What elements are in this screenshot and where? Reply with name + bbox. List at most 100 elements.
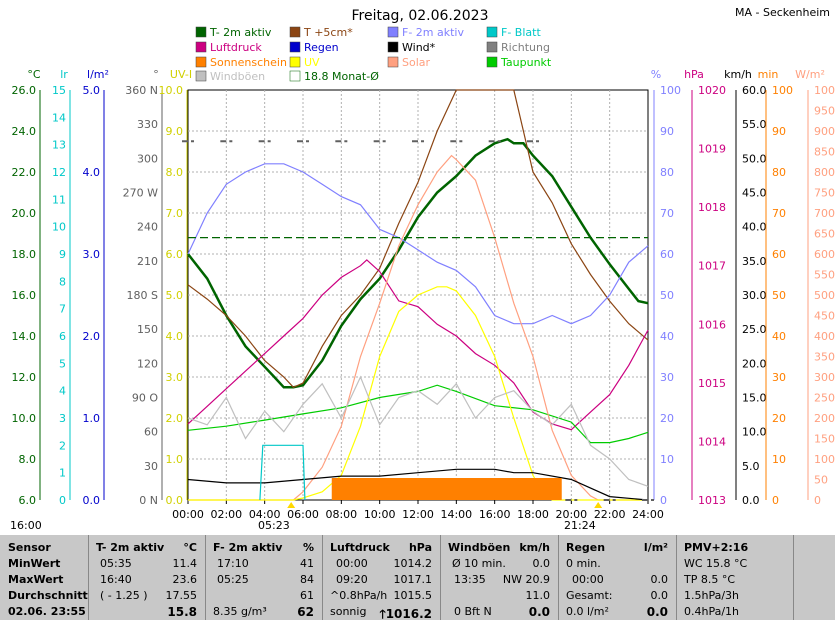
y-tick-label: 1019 [698, 143, 726, 156]
y-tick-label: 200 [814, 412, 835, 425]
y-tick-label: 8 [59, 275, 66, 288]
y-tick-label: 22.0 [12, 166, 37, 179]
table-col-humidity: F- 2m aktiv % 17:10 41 05:25 84 61 8.35 … [205, 535, 323, 620]
pressure-forecast: sonnig [330, 605, 366, 618]
legend-label: Solar [402, 56, 431, 69]
y-tick-label: 45.0 [742, 187, 767, 200]
legend-label: Luftdruck [210, 41, 262, 54]
legend-label: T +5cm* [303, 26, 353, 39]
rain-max-value: 0.0 [651, 573, 669, 586]
y-tick-label: 0 [59, 494, 66, 507]
y-tick-label: 6 [59, 330, 66, 343]
y-tick-label: 16.0 [12, 289, 37, 302]
series-line-taupunkt [188, 385, 648, 442]
y-tick-label: 2.0 [83, 330, 101, 343]
legend-swatch [388, 27, 398, 37]
header-temp: T- 2m aktiv [96, 541, 164, 554]
y-tick-label: 30 [772, 371, 786, 384]
y-tick-label: 60 [772, 248, 786, 261]
table-col-pmv: PMV+2:16 WC 15.8 °C TP 8.5 °C 1.5hPa/3h … [676, 535, 794, 620]
y-tick-label: 400 [814, 330, 835, 343]
y-tick-label: 0.0 [83, 494, 101, 507]
y-tick-label: 1015 [698, 377, 726, 390]
row-label-avg: Durchschnitt [8, 589, 88, 602]
y-axis-unit: hPa [684, 68, 704, 81]
y-tick-label: 70 [772, 207, 786, 220]
y-tick-label: 50 [660, 289, 674, 302]
rain-current-value: 0.0 [647, 605, 668, 619]
y-tick-label: 550 [814, 269, 835, 282]
pmv-trend-1h: 0.4hPa/1h [684, 605, 739, 618]
y-tick-label: 1017 [698, 260, 726, 273]
y-tick-label: 1014 [698, 435, 726, 448]
legend-swatch [290, 71, 300, 81]
y-axis-unit: ° [153, 68, 159, 81]
legend-label: Richtung [501, 41, 550, 54]
y-axis-unit: W/m² [795, 68, 825, 81]
rain-time: 00:00 [572, 573, 604, 586]
y-tick-label: 80 [772, 166, 786, 179]
y-axis-unit: UV-I [170, 68, 192, 81]
x-tick-label: 12:00 [402, 508, 434, 521]
y-axis-unit: °C [27, 68, 41, 81]
header-pressure: Luftdruck [330, 541, 390, 554]
y-tick-label: 12.0 [12, 371, 37, 384]
y-tick-label: 15 [52, 84, 66, 97]
y-tick-label: 3.0 [166, 371, 184, 384]
legend-label: Regen [304, 41, 339, 54]
y-tick-label: 5.0 [742, 460, 760, 473]
row-label-current: 02.06. 23:55 [8, 605, 86, 618]
humidity-avg-value: 61 [300, 589, 314, 602]
y-tick-label: 600 [814, 248, 835, 261]
row-label-min: MinWert [8, 557, 60, 570]
pmv-windchill: WC 15.8 °C [684, 557, 747, 570]
y-tick-label: 10.0 [12, 412, 37, 425]
y-tick-label: 10 [52, 221, 66, 234]
header-pmv: PMV+2:16 [684, 541, 748, 554]
statistics-table: Sensor MinWert MaxWert Durchschnitt 02.0… [0, 535, 835, 620]
legend-swatch [196, 57, 206, 67]
y-tick-label: 1000 [814, 84, 835, 97]
legend-swatch [487, 57, 497, 67]
legend-swatch [290, 42, 300, 52]
sunset-marker [594, 502, 602, 508]
y-tick-label: 20 [772, 412, 786, 425]
legend-label: Wind* [402, 41, 436, 54]
y-tick-label: 4.0 [166, 330, 184, 343]
station-label: MA - Seckenheim [735, 6, 830, 19]
header-humidity: F- 2m aktiv [213, 541, 282, 554]
pressure-max-time: 09:20 [336, 573, 368, 586]
rain-total-value: 0.0 [651, 589, 669, 602]
legend-swatch [388, 42, 398, 52]
rain-total-label: Gesamt: [566, 589, 613, 602]
x-tick-label: 02:00 [210, 508, 242, 521]
y-tick-label: 30.0 [742, 289, 767, 302]
chart-title: Freitag, 02.06.2023 [352, 8, 489, 24]
y-tick-label: 30 [144, 460, 158, 473]
pressure-avg-value: 1015.5 [394, 589, 433, 602]
y-tick-label: 30 [660, 371, 674, 384]
header-gusts: Windböen [448, 541, 510, 554]
y-tick-label: 40.0 [742, 221, 767, 234]
y-tick-label: 60.0 [742, 84, 767, 97]
y-tick-label: 100 [772, 84, 793, 97]
y-tick-label: 5.0 [83, 84, 101, 97]
legend-swatch [196, 71, 206, 81]
y-tick-label: 11 [52, 193, 66, 206]
legend-swatch [290, 57, 300, 67]
y-tick-label: 0.0 [742, 494, 760, 507]
legend-label: 18.8 Monat-Ø [304, 70, 379, 83]
y-tick-label: 270 W [123, 187, 158, 200]
legend-swatch [290, 27, 300, 37]
temp-current-value: 15.8 [167, 605, 197, 619]
y-axis-unit: km/h [724, 68, 752, 81]
temp-min-time: 05:35 [100, 557, 132, 570]
y-axis-unit: min [758, 68, 779, 81]
y-tick-label: 9.0 [166, 125, 184, 138]
humidity-max-time: 05:25 [217, 573, 249, 586]
rain-amount: 0.0 l/m² [566, 605, 609, 618]
table-col-pressure: Luftdruck hPa 00:00 1014.2 09:20 1017.1 … [322, 535, 441, 620]
y-tick-label: 250 [814, 392, 835, 405]
humidity-current-value: 62 [297, 605, 314, 619]
rain-duration: 0 min. [566, 557, 601, 570]
